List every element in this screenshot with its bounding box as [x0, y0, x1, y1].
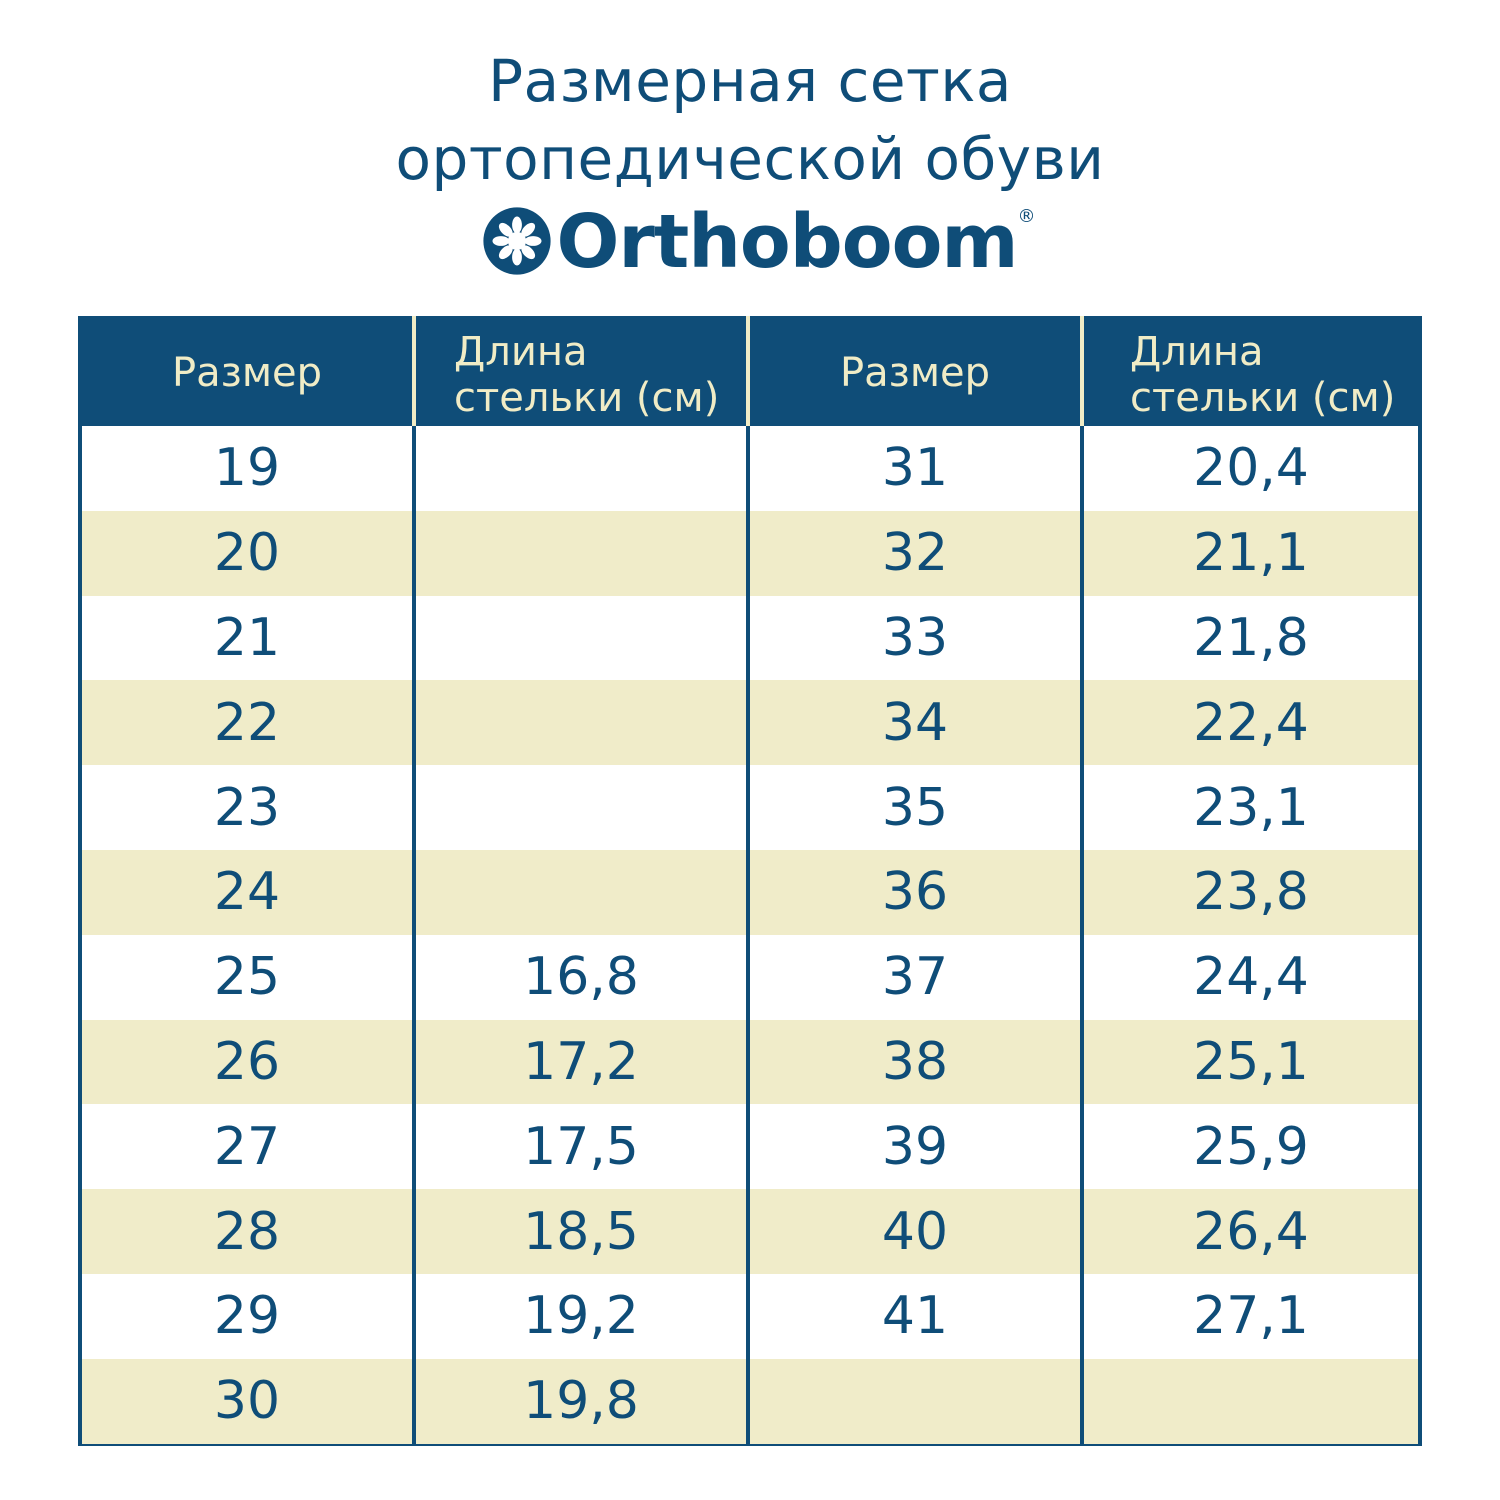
column-divider: [1080, 426, 1084, 1442]
table-cell: 23,1: [1084, 765, 1418, 850]
header-length-left: Длина стельки (см): [416, 320, 746, 426]
table-cell: 27,1: [1084, 1273, 1418, 1359]
size-table: Размер Длина стельки (см) Размер Длина с…: [78, 316, 1422, 1446]
table-cell: 28: [82, 1189, 412, 1274]
column-divider: [746, 426, 750, 1442]
table-cell: [416, 680, 746, 766]
brand-name: Orthoboom: [556, 199, 1018, 285]
header-divider: [412, 316, 416, 426]
table-cell: 20: [82, 510, 412, 596]
header-length-right: Длина стельки (см): [1084, 320, 1418, 426]
page-title-line2: ортопедической обуви: [395, 125, 1105, 193]
table-cell: 30: [82, 1358, 412, 1444]
header-divider: [1080, 316, 1084, 426]
table-cell: 40: [750, 1189, 1080, 1274]
brand-logo: Orthoboom ®: [0, 200, 1500, 284]
table-cell: 33: [750, 595, 1080, 681]
table-cell: 27: [82, 1104, 412, 1190]
table-cell: 35: [750, 765, 1080, 850]
table-cell: 16,8: [416, 934, 746, 1020]
table-cell: [750, 1358, 1080, 1444]
table-cell: 29: [82, 1273, 412, 1359]
column-divider: [412, 426, 416, 1442]
table-cell: [416, 765, 746, 850]
table-cell: 39: [750, 1104, 1080, 1190]
table-cell: 19: [82, 426, 412, 511]
table-cell: 26,4: [1084, 1189, 1418, 1274]
column-right-sizes: 31 32 33 34 35 36 37 38 39 40 41: [750, 426, 1080, 1444]
table-cell: [416, 595, 746, 681]
table-cell: 19,2: [416, 1273, 746, 1359]
table-cell: 24: [82, 849, 412, 935]
table-cell: 41: [750, 1273, 1080, 1359]
table-cell: 31: [750, 426, 1080, 511]
flower-logo-icon: [483, 207, 552, 275]
column-left-lengths: 16,8 17,2 17,5 18,5 19,2 19,8: [416, 426, 746, 1444]
table-cell: 19,8: [416, 1358, 746, 1444]
table-cell: 17,5: [416, 1104, 746, 1190]
table-cell: [1084, 1358, 1418, 1444]
table-cell: 25: [82, 934, 412, 1020]
column-left-sizes: 19 20 21 22 23 24 25 26 27 28 29 30: [82, 426, 412, 1444]
table-cell: 37: [750, 934, 1080, 1020]
table-cell: [416, 510, 746, 596]
table-cell: 22: [82, 680, 412, 766]
table-cell: 21: [82, 595, 412, 681]
table-cell: 21,1: [1084, 510, 1418, 596]
header-size-right: Размер: [750, 320, 1080, 426]
registered-mark: ®: [1017, 206, 1036, 227]
table-cell: 25,1: [1084, 1019, 1418, 1105]
page-title-line1: Размерная сетка: [488, 47, 1012, 115]
table-cell: 17,2: [416, 1019, 746, 1105]
table-cell: [416, 426, 746, 511]
table-cell: 36: [750, 849, 1080, 935]
header-size-left: Размер: [82, 320, 412, 426]
table-cell: 25,9: [1084, 1104, 1418, 1190]
table-cell: 22,4: [1084, 680, 1418, 766]
table-cell: 20,4: [1084, 426, 1418, 511]
table-cell: 21,8: [1084, 595, 1418, 681]
table-cell: 23,8: [1084, 849, 1418, 935]
header-divider: [746, 316, 750, 426]
table-cell: 38: [750, 1019, 1080, 1105]
table-cell: [416, 849, 746, 935]
table-cell: 18,5: [416, 1189, 746, 1274]
table-cell: 23: [82, 765, 412, 850]
table-cell: 26: [82, 1019, 412, 1105]
column-right-lengths: 20,4 21,1 21,8 22,4 23,1 23,8 24,4 25,1 25,9 26,4…: [1084, 426, 1418, 1444]
table-cell: 32: [750, 510, 1080, 596]
table-cell: 24,4: [1084, 934, 1418, 1020]
table-cell: 34: [750, 680, 1080, 766]
